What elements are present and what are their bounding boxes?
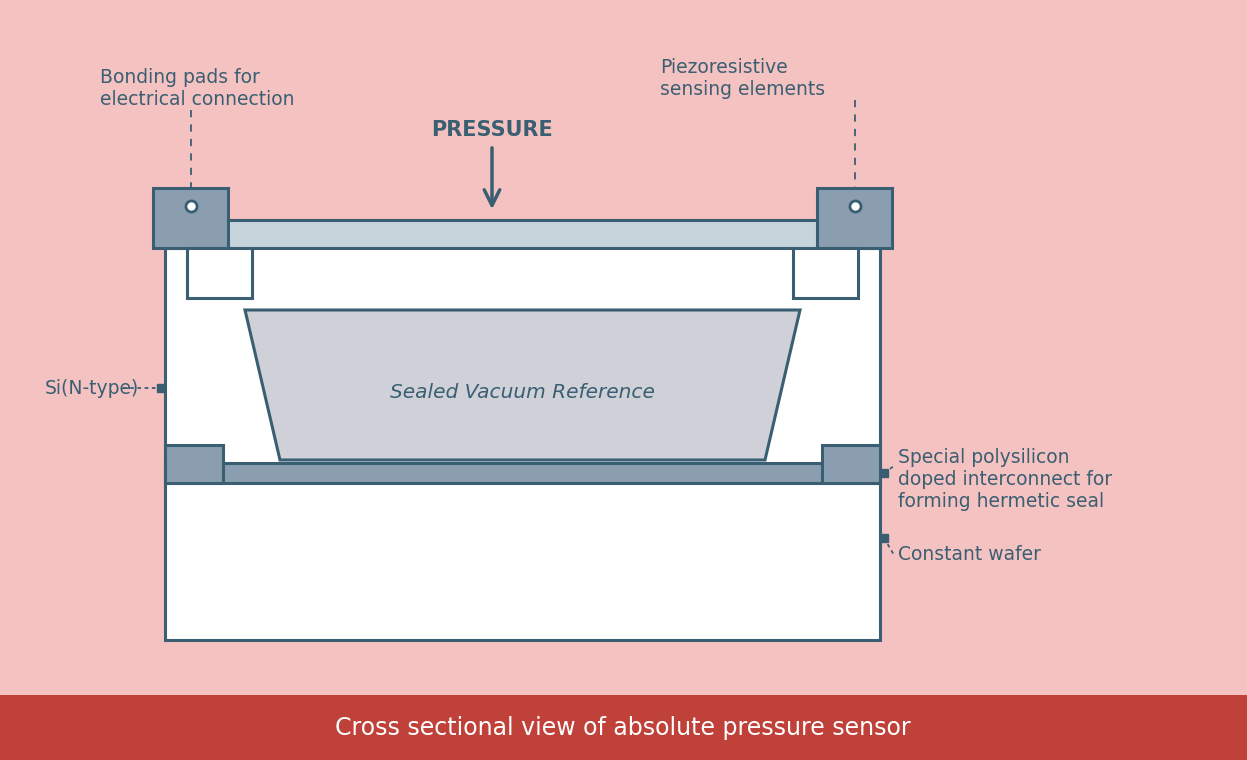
Text: Piezoresistive
sensing elements: Piezoresistive sensing elements <box>660 58 826 99</box>
Bar <box>793 248 858 298</box>
Bar <box>165 220 880 248</box>
Text: Cross sectional view of absolute pressure sensor: Cross sectional view of absolute pressur… <box>335 715 910 739</box>
Bar <box>822 445 880 483</box>
Bar <box>153 188 228 248</box>
Text: Si(N-type): Si(N-type) <box>45 378 140 397</box>
Bar <box>817 188 892 248</box>
Polygon shape <box>244 310 801 460</box>
Bar <box>165 445 223 483</box>
Bar <box>187 248 252 298</box>
Text: PRESSURE: PRESSURE <box>431 120 552 140</box>
Bar <box>165 463 880 483</box>
Text: Bonding pads for
electrical connection: Bonding pads for electrical connection <box>100 68 294 109</box>
Text: Special polysilicon
doped interconnect for
forming hermetic seal: Special polysilicon doped interconnect f… <box>898 448 1112 511</box>
Bar <box>0 695 1247 760</box>
Text: Constant wafer: Constant wafer <box>898 546 1041 565</box>
Bar <box>165 220 880 640</box>
Text: Sealed Vacuum Reference: Sealed Vacuum Reference <box>390 384 655 403</box>
